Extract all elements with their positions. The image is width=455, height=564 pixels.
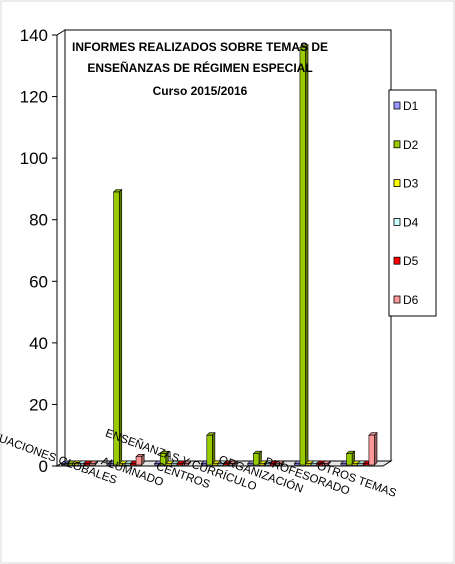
legend-label: D6 [403,293,419,307]
legend-label: D5 [403,254,419,268]
bar-front-face [352,464,358,466]
legend-swatch [394,296,400,303]
bar-front-face [341,464,347,466]
legend-swatch [394,218,400,225]
y-tick-label: 120 [20,88,48,107]
legend: D1 D2 D3 D4 D5 D6 [389,90,436,316]
y-tick-label: 60 [29,272,48,291]
bar-front-face [294,464,300,466]
y-tick-label: 140 [20,26,48,45]
bar-front-face [114,192,120,465]
bar-front-face [369,435,375,465]
bar-side-face [375,433,378,465]
legend-label: D3 [403,177,419,191]
bar-front-face [136,457,142,465]
chart-title-line-3: Curso 2015/2016 [153,84,248,98]
bar-D2-5 [300,45,308,465]
chart-title-line-2: ENSEÑANZAS DE RÉGIMEN ESPECIAL [87,60,312,75]
y-tick-label: 80 [29,211,48,230]
bar-front-face [358,464,364,466]
legend-swatch [394,141,400,148]
bar-front-face [300,47,306,465]
legend-label: D1 [403,99,419,113]
bar-D2-1 [114,190,122,465]
bar-front-face [207,435,213,465]
bar-side-face [212,433,215,465]
bar-front-face [306,464,312,466]
bar-side-face [306,45,309,465]
bar-D6-1 [136,454,144,465]
y-tick-label: 20 [29,395,48,414]
bar-front-face [363,464,369,466]
side-wall [57,30,65,466]
bar-front-face [253,454,259,465]
y-tick-label: 100 [20,149,48,168]
bar-front-face [347,454,353,465]
legend-swatch [394,102,400,109]
bar-front-face [311,464,317,466]
chart-title-line-1: INFORMES REALIZADOS SOBRE TEMAS DE [72,40,328,54]
legend-swatch [394,257,400,264]
y-tick-label: 40 [29,334,48,353]
legend-swatch [394,180,400,187]
legend-label: D4 [403,215,419,229]
legend-box [389,90,436,316]
bar-D2-3 [207,433,215,465]
legend-label: D2 [403,138,419,152]
bar-side-face [119,190,122,465]
bar-D6-6 [369,433,377,465]
